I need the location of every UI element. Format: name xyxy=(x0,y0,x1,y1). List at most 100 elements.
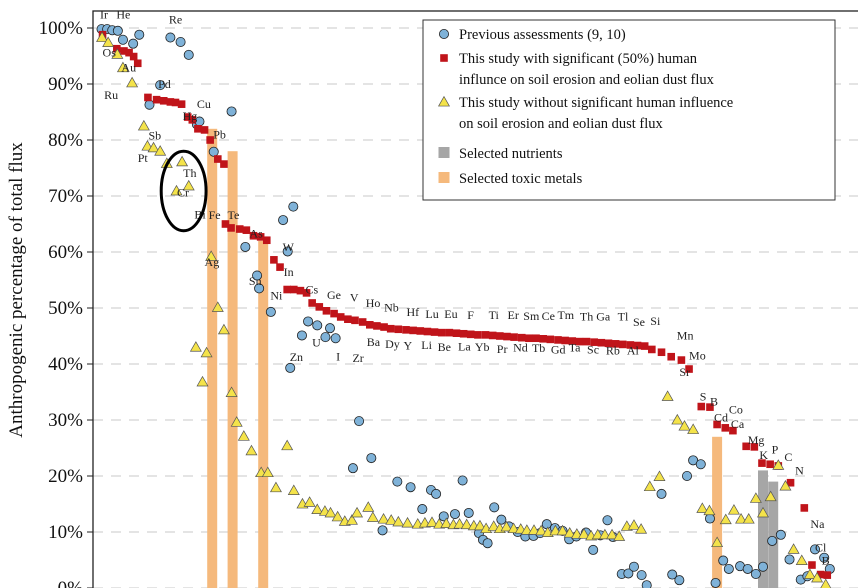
y-axis: 0% 10% 20% 30% 40% 50% 60% 70% 80% 90% 100% xyxy=(39,18,93,588)
square-point xyxy=(194,125,202,133)
element-label: Re xyxy=(169,13,182,27)
circle-point xyxy=(496,514,507,525)
square-point xyxy=(365,321,374,329)
circle-point xyxy=(252,270,263,281)
triangle-point xyxy=(96,31,109,42)
circle-point xyxy=(718,555,729,566)
circle-point xyxy=(175,37,186,48)
element-label: Ca xyxy=(731,417,745,431)
triangle-point xyxy=(102,36,115,47)
square-point xyxy=(113,44,121,53)
square-point xyxy=(481,331,490,339)
square-point xyxy=(575,337,584,346)
toxic-metal-bar-Cd xyxy=(712,436,723,588)
circle-point xyxy=(312,320,323,331)
element-label: Hg xyxy=(183,109,198,123)
triangle-point xyxy=(385,514,398,525)
triangle-point xyxy=(678,420,691,431)
square-point xyxy=(373,322,381,330)
triangle-point xyxy=(351,506,364,518)
square-point xyxy=(120,47,128,55)
circle-point xyxy=(431,488,442,499)
square-point xyxy=(474,331,482,339)
square-point xyxy=(758,459,766,467)
y-tick-label: 90% xyxy=(48,74,83,95)
element-label: Fe xyxy=(209,208,221,222)
circle-point xyxy=(819,552,830,563)
element-label: Mo xyxy=(689,349,706,363)
triangle-point xyxy=(281,439,294,451)
square-point xyxy=(129,52,138,61)
y-tick-label: 70% xyxy=(48,186,83,207)
circle-point xyxy=(330,333,341,344)
triangle-point xyxy=(324,506,337,518)
toxic-metal-bar-Pb xyxy=(227,151,238,588)
circle-point xyxy=(623,568,634,579)
square-point xyxy=(200,126,209,134)
circle-point xyxy=(320,332,331,343)
square-point xyxy=(823,571,832,579)
triangle-point xyxy=(643,480,656,492)
triangle-point xyxy=(500,520,513,532)
circle-point xyxy=(288,201,299,212)
triangle-point xyxy=(230,416,243,427)
triangle-point xyxy=(749,492,762,503)
square-point xyxy=(330,309,338,318)
triangle-point xyxy=(217,323,230,335)
square-point xyxy=(742,442,750,451)
circle-point xyxy=(285,362,296,373)
square-point xyxy=(488,331,497,340)
square-point xyxy=(270,256,278,264)
legend-orange-bar-marker xyxy=(438,172,450,183)
element-label: Pb xyxy=(213,127,226,141)
triangle-point xyxy=(661,390,674,401)
circle-point xyxy=(134,29,145,40)
circle-point xyxy=(282,246,293,257)
legend-label: This study with significant (50%) human xyxy=(459,51,698,67)
legend-label: This study without significant human inf… xyxy=(459,95,733,111)
square-point xyxy=(152,95,161,104)
triangle-point xyxy=(137,119,150,131)
circle-point xyxy=(354,416,365,427)
circle-point xyxy=(347,463,358,474)
square-point xyxy=(344,315,352,323)
element-label: Pd xyxy=(158,77,171,91)
circle-point xyxy=(784,554,795,565)
triangle-point xyxy=(205,250,218,261)
element-label: Si xyxy=(650,314,661,328)
square-point xyxy=(626,341,635,349)
triangle-point xyxy=(606,528,619,540)
element-label: B xyxy=(822,553,830,567)
triangle-point xyxy=(742,513,755,524)
triangle-point xyxy=(189,341,202,352)
square-point xyxy=(290,285,298,294)
legend-label: Selected nutrients xyxy=(459,146,563,162)
y-tick-label: 100% xyxy=(39,18,84,39)
triangle-point xyxy=(196,375,209,387)
element-label: Rb xyxy=(606,343,620,357)
triangle-point xyxy=(487,520,500,531)
circle-point xyxy=(303,316,314,327)
legend-box xyxy=(422,19,836,201)
element-label: F xyxy=(467,308,474,322)
square-point xyxy=(510,333,518,341)
circle-point xyxy=(810,544,821,555)
y-axis-label: Anthropogenic percentage of total flux xyxy=(6,142,27,438)
square-point xyxy=(159,97,168,105)
element-label: Cu xyxy=(197,97,211,111)
element-label: Au xyxy=(121,61,136,75)
y-tick-label: 50% xyxy=(48,298,83,319)
circle-point xyxy=(482,538,493,549)
nutrient-bar-P xyxy=(758,470,768,588)
circle-point xyxy=(296,330,307,341)
element-label: Hf xyxy=(407,305,420,319)
square-point xyxy=(517,333,526,342)
triangle-point xyxy=(764,490,777,502)
legend-square-marker xyxy=(440,54,448,62)
circle-point xyxy=(723,563,734,574)
triangle-point xyxy=(377,513,390,524)
square-point xyxy=(766,460,774,469)
square-point xyxy=(568,337,577,345)
element-label: La xyxy=(458,340,471,354)
circle-point xyxy=(656,488,667,499)
